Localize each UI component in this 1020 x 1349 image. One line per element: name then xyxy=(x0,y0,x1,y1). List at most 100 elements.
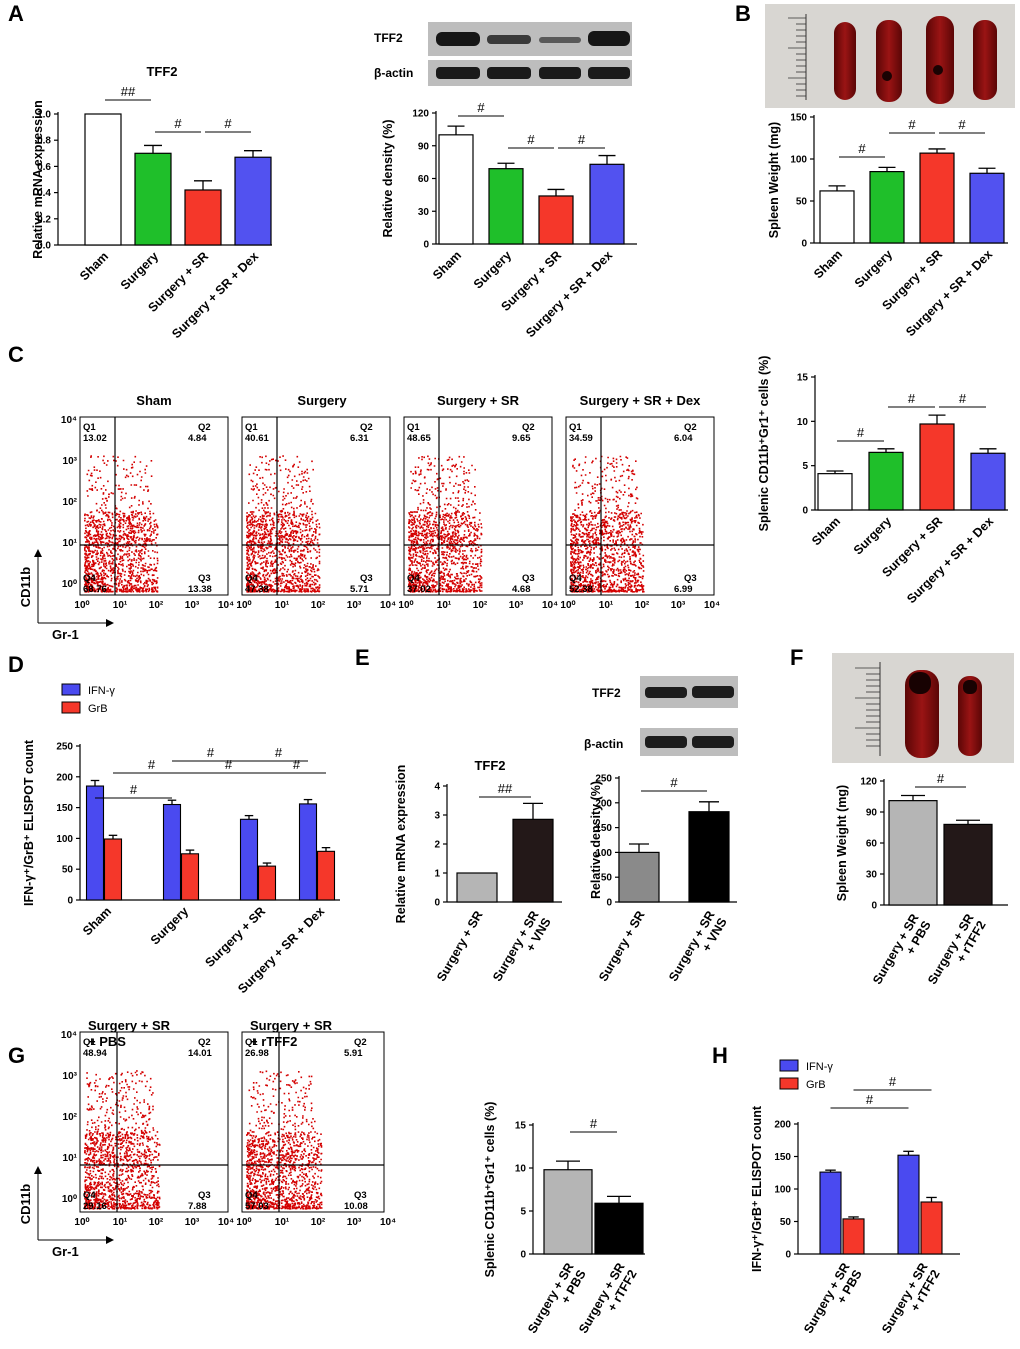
y-axis-label: Relative density (%) xyxy=(589,781,603,899)
x-tick-label: 10³ xyxy=(185,600,200,611)
western-blot-e: TFF2 β-actin xyxy=(584,676,738,756)
y-axis-label: Spleen Weight (mg) xyxy=(835,785,849,901)
category-label: Surgery + SR+ VNS xyxy=(666,909,730,991)
bar-grb xyxy=(920,1201,943,1255)
static-layer: A B C D E F G H TFF2 β-actin TFF2 xyxy=(8,1,1015,1068)
y-tick-label: 150 xyxy=(774,1152,791,1163)
flow-dots xyxy=(570,455,645,593)
flow-plot-title: Surgery + SR xyxy=(437,393,520,408)
bar xyxy=(84,113,122,246)
significance-marker: ## xyxy=(498,781,513,796)
category-label: Surgery xyxy=(852,247,895,290)
significance-marker: # xyxy=(958,117,966,132)
quadrant-q4-name: Q4 xyxy=(245,1190,258,1201)
category-label: Surgery + SR + Dex xyxy=(903,247,995,339)
quadrant-q2-name: Q2 xyxy=(360,422,373,433)
quadrant-q3-value: 4.68 xyxy=(512,584,531,595)
blot-band xyxy=(487,67,531,79)
blot-band xyxy=(539,37,581,43)
bar-ifn xyxy=(819,1171,842,1255)
category-label: Surgery + SR+ rTFF2 xyxy=(925,911,989,993)
quadrant-q3-name: Q3 xyxy=(198,573,211,584)
flow-dots xyxy=(84,455,159,593)
panel-label-a: A xyxy=(8,1,24,26)
quadrant-q2-name: Q2 xyxy=(198,1037,211,1048)
x-tick-label: 10³ xyxy=(347,1217,362,1228)
y-tick-label: 10¹ xyxy=(63,538,78,549)
y-tick-label: 15 xyxy=(515,1121,527,1132)
quadrant-q4-name: Q4 xyxy=(83,573,96,584)
y-tick-label: 50 xyxy=(62,865,74,876)
y-tick-label: 0 xyxy=(802,506,808,517)
x-tick-label: 10² xyxy=(311,1217,326,1228)
panel-label-c: C xyxy=(8,342,24,367)
bar xyxy=(919,152,955,244)
quadrant-q4-value: 47.38 xyxy=(245,584,269,595)
y-tick-label: 10⁴ xyxy=(61,415,77,426)
y-tick-label: 10² xyxy=(63,497,78,508)
quadrant-q3-value: 10.08 xyxy=(344,1201,368,1212)
category-label: Surgery xyxy=(148,904,191,947)
x-tick-label: 10¹ xyxy=(113,1217,128,1228)
category-label: Surgery + SR+ rTFF2 xyxy=(879,1260,943,1342)
quadrant-q2-name: Q2 xyxy=(522,422,535,433)
significance-marker: # xyxy=(959,391,967,406)
y-tick-label: 150 xyxy=(595,823,612,834)
bar xyxy=(888,800,938,906)
ruler-ticks xyxy=(855,667,880,747)
y-tick-label: 100 xyxy=(774,1185,791,1196)
x-tick-label: 10⁰ xyxy=(74,600,89,611)
flow-frame xyxy=(565,416,715,596)
quadrant-q3-name: Q3 xyxy=(354,1190,367,1201)
x-tick-label: 10¹ xyxy=(275,1217,290,1228)
x-tick-label: 10² xyxy=(311,600,326,611)
quadrant-q4-value: 29.16 xyxy=(83,1201,107,1212)
x-tick-label: 10³ xyxy=(185,1217,200,1228)
quadrant-q2-value: 14.01 xyxy=(188,1048,212,1059)
x-tick-label: 10⁴ xyxy=(218,1217,234,1228)
x-tick-label: 10⁴ xyxy=(218,600,234,611)
quadrant-q2-name: Q2 xyxy=(198,422,211,433)
spleen-image xyxy=(834,22,856,100)
y-tick-label: 10 xyxy=(515,1164,527,1175)
blot-band xyxy=(436,67,480,79)
significance-marker: # xyxy=(477,100,485,115)
quadrant-q1-value: 48.94 xyxy=(83,1048,107,1059)
y-tick-label: 60 xyxy=(866,839,878,850)
quadrant-q2-value: 6.04 xyxy=(674,433,693,444)
quadrant-q1-value: 26.98 xyxy=(245,1048,269,1059)
category-label: Sham xyxy=(430,248,464,282)
y-tick-label: 10³ xyxy=(63,1071,78,1082)
y-tick-label: 10² xyxy=(63,1112,78,1123)
legend-label: GrB xyxy=(88,703,108,715)
quadrant-q3-value: 13.38 xyxy=(188,584,212,595)
y-tick-label: 0 xyxy=(871,901,877,912)
spleen-photo-b xyxy=(765,4,1015,108)
y-axis-label: Spleen Weight (mg) xyxy=(767,122,781,238)
quadrant-q2-name: Q2 xyxy=(684,422,697,433)
y-tick-label: 0 xyxy=(423,240,429,251)
bar-ifn xyxy=(298,803,318,901)
y-tick-label: 0 xyxy=(606,898,612,909)
significance-marker: # xyxy=(293,757,301,772)
y-tick-label: 120 xyxy=(860,777,877,788)
y-axis-label: Relative density (%) xyxy=(381,119,395,237)
legend-swatch xyxy=(779,1059,799,1072)
flow-plot-title: Surgery + SR + PBS xyxy=(88,1018,171,1049)
quadrant-q1-name: Q1 xyxy=(245,1037,258,1048)
y-tick-label: 50 xyxy=(780,1217,792,1228)
bar xyxy=(817,473,853,511)
bar xyxy=(438,134,474,245)
category-label: Surgery + SR+ PBS xyxy=(801,1261,865,1343)
y-tick-label: 0.8 xyxy=(37,136,51,147)
y-tick-label: 10⁰ xyxy=(62,1194,77,1205)
bar-ifn xyxy=(85,785,105,901)
legend-swatch xyxy=(61,701,81,714)
x-tick-label: 10² xyxy=(635,600,650,611)
spleen-image xyxy=(973,20,997,100)
spleen-image xyxy=(958,676,982,756)
quadrant-q3-name: Q3 xyxy=(198,1190,211,1201)
